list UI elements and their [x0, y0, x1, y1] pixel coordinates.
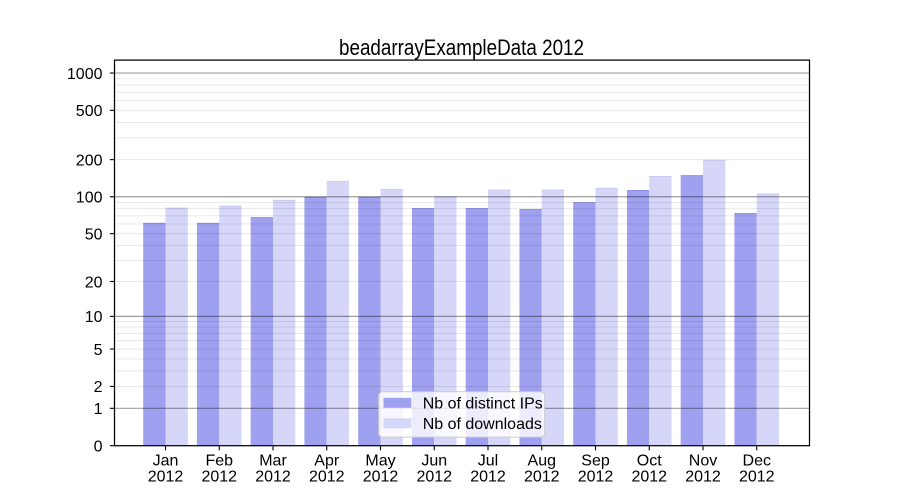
svg-text:100: 100: [76, 190, 103, 207]
svg-text:Nb of distinct IPs: Nb of distinct IPs: [423, 396, 543, 413]
svg-text:2012: 2012: [416, 468, 452, 485]
svg-text:Mar: Mar: [259, 452, 287, 469]
svg-text:2012: 2012: [255, 468, 291, 485]
svg-text:2012: 2012: [201, 468, 237, 485]
svg-text:2012: 2012: [739, 468, 775, 485]
svg-text:1: 1: [94, 401, 103, 418]
svg-text:2012: 2012: [470, 468, 506, 485]
svg-text:500: 500: [76, 103, 103, 120]
svg-text:Oct: Oct: [637, 452, 662, 469]
svg-text:200: 200: [76, 152, 103, 169]
svg-text:2012: 2012: [148, 468, 184, 485]
svg-text:Apr: Apr: [314, 452, 340, 469]
svg-text:beadarrayExampleData 2012: beadarrayExampleData 2012: [339, 35, 584, 60]
svg-text:2012: 2012: [309, 468, 345, 485]
svg-text:2012: 2012: [578, 468, 614, 485]
svg-text:5: 5: [94, 342, 103, 359]
svg-text:10: 10: [85, 309, 103, 326]
svg-text:2012: 2012: [524, 468, 560, 485]
svg-text:2012: 2012: [363, 468, 399, 485]
svg-text:Nov: Nov: [689, 452, 717, 469]
svg-text:Dec: Dec: [743, 452, 771, 469]
svg-text:Aug: Aug: [528, 452, 556, 469]
svg-text:2012: 2012: [631, 468, 667, 485]
svg-text:2: 2: [94, 379, 103, 396]
svg-text:0: 0: [94, 439, 103, 456]
svg-text:May: May: [365, 452, 395, 469]
svg-text:Jul: Jul: [478, 452, 498, 469]
svg-text:2012: 2012: [685, 468, 721, 485]
svg-text:1000: 1000: [67, 66, 103, 83]
svg-text:20: 20: [85, 274, 103, 291]
svg-text:Jun: Jun: [421, 452, 447, 469]
svg-text:Jan: Jan: [153, 452, 179, 469]
svg-text:Sep: Sep: [581, 452, 610, 469]
svg-text:Feb: Feb: [205, 452, 233, 469]
svg-text:Nb of downloads: Nb of downloads: [423, 416, 542, 433]
svg-text:50: 50: [85, 226, 103, 243]
